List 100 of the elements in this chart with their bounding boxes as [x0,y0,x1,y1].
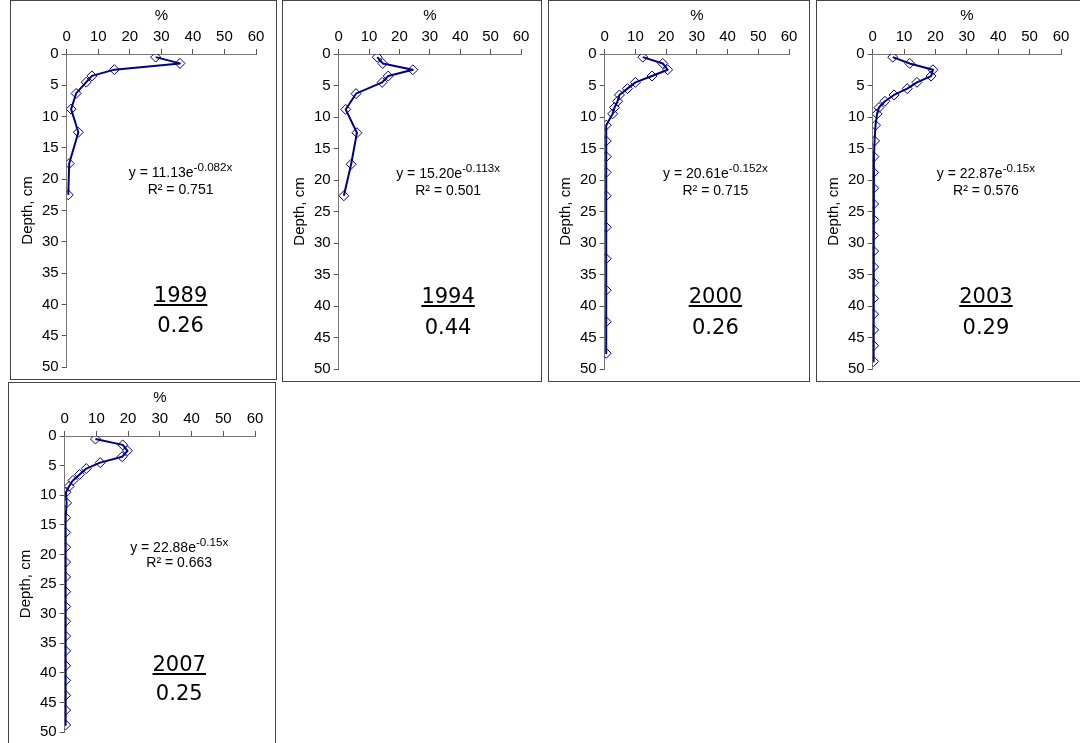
annotation: R² = 0.576 [953,181,1019,198]
x-tick-label: 40 [989,27,1007,45]
y-tick-label: 5 [856,75,865,93]
x-tick-label: 0 [334,27,343,45]
point [338,190,350,202]
point [150,54,162,63]
point [407,64,419,76]
x-tick-label: 50 [1021,27,1038,45]
annotation: R² = 0.751 [147,180,214,197]
annotation: 0.25 [155,680,203,705]
x-tick-label: 30 [421,27,439,45]
point [108,64,120,76]
y-tick-label: 5 [322,75,331,93]
point [607,108,619,120]
x-tick-label: 0 [868,27,877,45]
x-tick-label: 40 [184,27,202,45]
annotation: 0.26 [157,312,204,337]
x-tick-label: 50 [749,27,767,45]
y-tick-label: 10 [40,485,57,503]
y-tick-label: 40 [42,294,59,312]
y-tick-label: 25 [40,574,57,592]
y-tick-label: 10 [42,106,59,124]
y-tick-label: 15 [314,138,331,156]
x-tick-label: 30 [688,27,706,45]
x-tick-label: 60 [247,27,265,45]
y-tick-label: 0 [856,44,865,62]
y-tick-label: 10 [314,107,331,125]
y-axis-title: Depth, cm [290,177,308,246]
x-tick-label: 60 [512,27,530,45]
x-tick-label: 40 [183,409,200,427]
x-tick-label: 20 [121,27,139,45]
x-tick-label: 30 [958,27,976,45]
y-tick-label: 10 [580,107,597,125]
point [382,70,394,82]
y-tick-label: 45 [42,325,59,343]
point [613,89,625,101]
y-tick-label: 0 [588,44,597,62]
annotation: y = 15.20e$^{-0.113x}$ [396,160,501,181]
x-axis-title: % [153,388,167,406]
point [377,57,389,69]
y-tick-label: 50 [580,359,597,377]
x-tick-label: 30 [151,409,169,427]
annotation: y = 22.88e$^{-0.15x}$ [130,534,229,555]
point [657,57,669,69]
y-axis-title: Depth, cm [16,549,34,619]
point [612,95,624,107]
y-tick-label: 35 [848,264,865,282]
annotation: 1989 [153,282,208,307]
x-tick-label: 20 [119,409,137,427]
point [72,126,84,138]
x-tick-label: 50 [216,27,233,45]
y-tick-label: 15 [580,138,597,156]
y-tick-label: 5 [48,455,57,473]
y-tick-label: 35 [42,263,59,281]
x-tick-label: 60 [780,27,798,45]
y-tick-label: 20 [314,170,331,188]
point [66,103,77,115]
y-tick-label: 15 [848,138,865,156]
y-tick-label: 15 [40,514,57,532]
point [70,87,82,99]
y-tick-label: 0 [50,44,59,62]
y-tick-label: 50 [42,357,59,375]
x-axis-title: % [960,6,974,24]
x-tick-label: 10 [627,27,644,45]
point [637,54,649,63]
x-tick-label: 10 [895,27,913,45]
point [351,127,363,139]
x-tick-label: 20 [927,27,944,45]
x-tick-label: 60 [246,409,264,427]
y-tick-label: 15 [42,138,59,156]
x-tick-label: 0 [62,27,71,45]
y-tick-label: 30 [580,233,597,251]
y-tick-label: 25 [314,201,331,219]
x-tick-label: 40 [719,27,736,45]
point [621,83,633,95]
y-tick-label: 30 [314,233,331,251]
y-tick-label: 5 [50,75,59,93]
x-tick-label: 10 [88,409,105,427]
point [64,497,73,509]
point [350,88,362,100]
x-tick-label: 10 [89,27,107,45]
point [872,119,882,131]
annotation: 2003 [959,284,1013,309]
annotation: 0.29 [962,314,1010,339]
x-tick-label: 20 [657,27,675,45]
point [609,102,621,114]
y-tick-label: 25 [42,200,59,218]
y-tick-label: 45 [40,692,57,710]
y-tick-label: 30 [848,233,865,251]
y-tick-label: 20 [40,544,57,562]
x-tick-label: 60 [1052,27,1070,45]
annotation: y = 11.13e$^{-0.082x}$ [128,159,233,180]
annotation: 2000 [688,284,743,309]
x-tick-label: 20 [391,27,408,45]
y-tick-label: 40 [848,296,865,314]
annotation: y = 22.87e$^{-0.15x}$ [936,160,1036,181]
annotation: 0.44 [424,314,472,339]
y-tick-label: 25 [848,201,865,219]
y-tick-label: 40 [314,296,331,314]
point [371,54,383,63]
